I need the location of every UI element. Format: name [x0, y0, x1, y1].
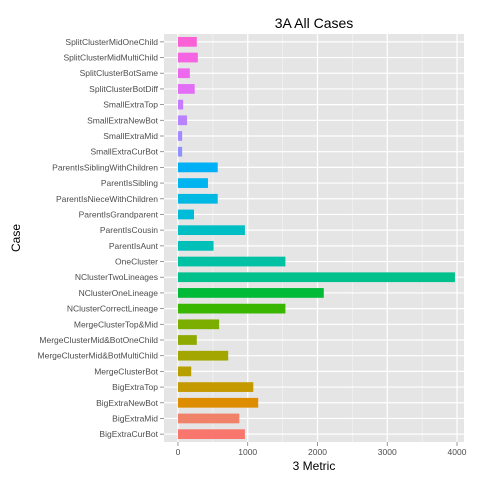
y-tick-label: SmallExtraTop	[103, 100, 158, 110]
y-tick-label: NClusterOneLineage	[79, 288, 159, 298]
bar	[177, 288, 324, 298]
y-tick-label: NClusterCorrectLineage	[67, 304, 158, 314]
y-tick-label: SplitClusterMidOneChild	[65, 37, 158, 47]
bar	[177, 99, 184, 110]
y-tick-label: BigExtraNewBot	[96, 398, 159, 408]
y-tick-label: BigExtraMid	[112, 413, 158, 423]
bar	[177, 115, 188, 126]
y-tick-label: MergeClusterMid&BotOneChild	[39, 335, 158, 345]
y-tick-label: SplitClusterMidMultiChild	[64, 53, 159, 63]
bar	[177, 429, 245, 440]
bar	[177, 225, 245, 236]
bar	[177, 272, 455, 283]
y-axis: SplitClusterMidOneChild SplitClusterMidMu…	[38, 37, 164, 439]
bar	[177, 131, 183, 141]
chart-title: 3A All Cases	[275, 15, 354, 31]
x-axis: 0 1000 2000 3000 4000	[176, 442, 467, 457]
y-tick-label: SmallExtraCurBot	[90, 147, 158, 157]
y-tick-label: ParentIsNieceWithChildren	[56, 194, 158, 204]
y-tick-label: ParentIsGrandparent	[79, 209, 159, 219]
x-tick-label: 4000	[448, 447, 467, 457]
bar	[177, 256, 286, 267]
x-tick-label: 1000	[238, 447, 257, 457]
bar	[177, 193, 218, 204]
bar	[177, 335, 197, 345]
y-tick-label: SplitClusterBotSame	[80, 68, 159, 78]
bar	[177, 413, 240, 424]
y-tick-label: ParentIsCousin	[100, 225, 158, 235]
y-tick-label: NClusterTwoLineages	[75, 272, 158, 282]
bar	[177, 303, 286, 314]
y-tick-label: SplitClusterBotDiff	[89, 84, 158, 94]
y-tick-label: SmallExtraMid	[103, 131, 158, 141]
x-tick-label: 0	[176, 447, 181, 457]
bar	[177, 209, 194, 220]
bar	[177, 146, 183, 157]
y-tick-label: SmallExtraNewBot	[87, 115, 158, 125]
x-tick-label: 3000	[378, 447, 397, 457]
y-tick-label: MergeClusterBot	[94, 366, 158, 376]
minor-gridlines	[212, 34, 423, 442]
y-tick-label: BigExtraTop	[112, 382, 158, 392]
x-tick-label: 2000	[308, 447, 327, 457]
y-tick-label: ParentIsSiblingWithChildren	[52, 162, 158, 172]
y-tick-label: MergeClusterMid&BotMultiChild	[38, 351, 159, 361]
plot-panel	[164, 34, 464, 442]
x-axis-title: 3 Metric	[293, 459, 336, 473]
bar	[177, 397, 259, 408]
bar	[177, 52, 198, 63]
y-axis-title: Case	[9, 224, 23, 252]
bar	[177, 84, 195, 94]
y-tick-label: ParentIsSibling	[101, 178, 158, 188]
y-tick-label: OneCluster	[115, 257, 158, 267]
y-tick-label: BigExtraCurBot	[99, 429, 158, 439]
bars	[177, 36, 455, 440]
bar	[177, 178, 208, 188]
bar	[177, 36, 197, 47]
bar	[177, 366, 192, 377]
y-tick-label: MergeClusterTop&Mid	[74, 319, 158, 329]
bar	[177, 319, 220, 330]
bar	[177, 162, 218, 173]
bar	[177, 350, 229, 361]
bar	[177, 240, 214, 251]
bar	[177, 382, 254, 392]
bar	[177, 68, 190, 79]
y-tick-label: ParentIsAunt	[109, 241, 159, 251]
